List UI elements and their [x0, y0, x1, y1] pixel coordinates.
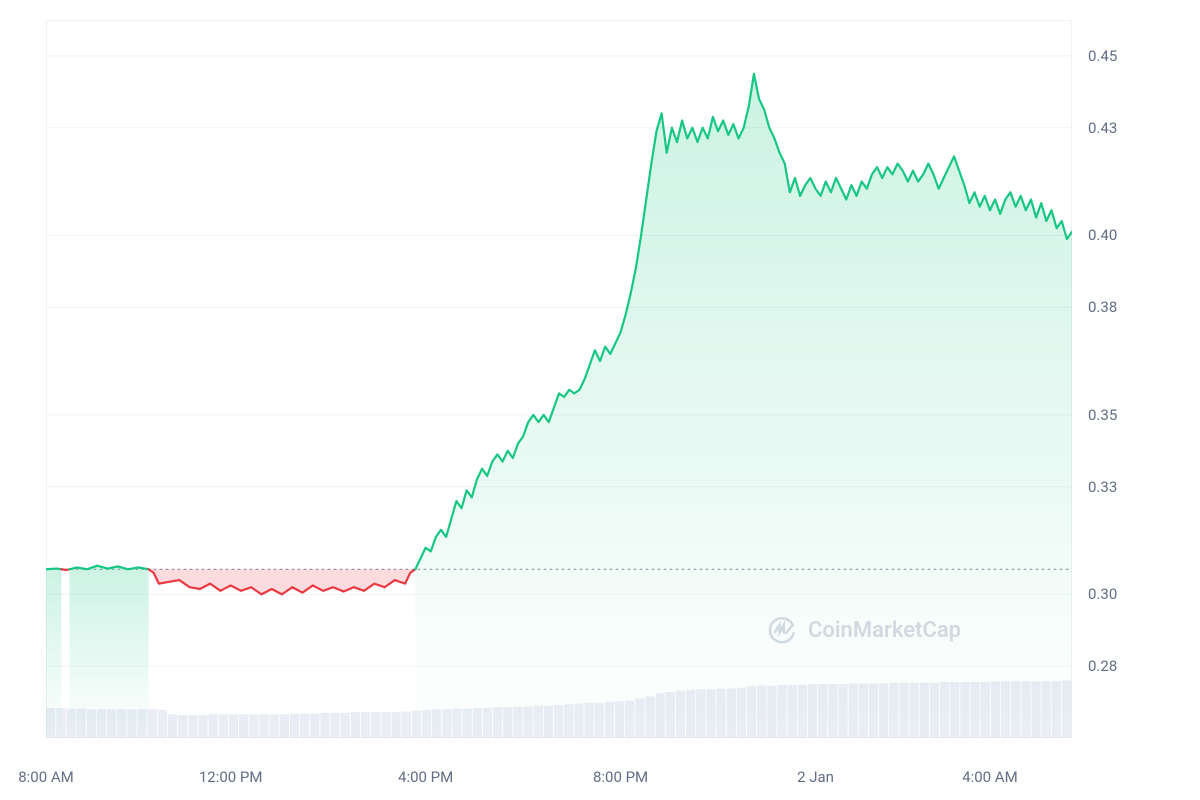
y-tick-label: 0.33 [1088, 478, 1117, 496]
x-tick-label: 12:00 PM [199, 768, 263, 786]
y-tick-label: 0.45 [1088, 47, 1117, 65]
y-tick-label: 0.28 [1088, 657, 1117, 675]
x-tick-label: 8:00 PM [593, 768, 648, 786]
watermark-text: CoinMarketCap [808, 618, 961, 643]
y-tick-label: 0.43 [1088, 119, 1117, 137]
x-tick-label: 4:00 PM [398, 768, 453, 786]
y-tick-label: 0.38 [1088, 298, 1117, 316]
watermark: CoinMarketCap [766, 614, 961, 646]
y-tick-label: 0.40 [1088, 226, 1117, 244]
x-tick-label: 8:00 AM [18, 768, 74, 786]
x-tick-label: 4:00 AM [962, 768, 1018, 786]
x-tick-label: 2 Jan [797, 768, 834, 786]
coinmarketcap-logo-icon [766, 614, 798, 646]
y-tick-label: 0.35 [1088, 406, 1117, 424]
y-tick-label: 0.30 [1088, 585, 1117, 603]
